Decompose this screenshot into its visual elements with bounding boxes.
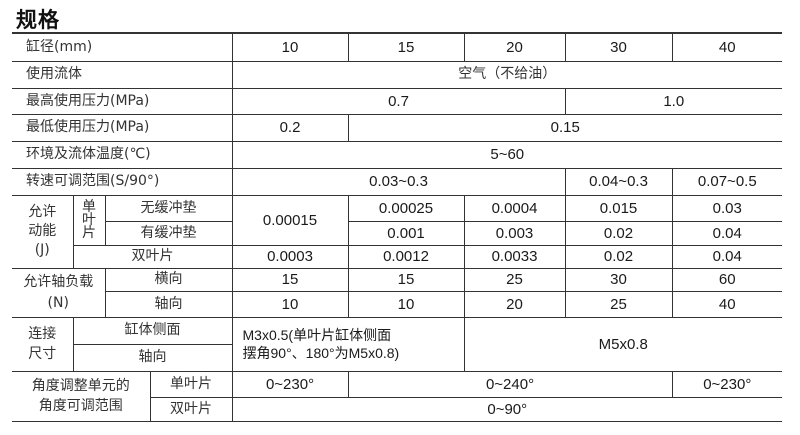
table-row: 双叶片 0.0003 0.0012 0.0033 0.02 0.04 (12, 244, 783, 269)
row-sublabel: 无缓冲垫 (104, 194, 233, 222)
row-label: 允许动能(J) (12, 194, 74, 269)
spec-table: 缸径(mm) 10 15 20 30 40 使用流体 空气（不给油） 最高使用压… (12, 32, 783, 422)
cell: 0.0003 (231, 244, 349, 269)
port-small-line2: 摆角90°、180°为M5x0.8) (242, 345, 400, 361)
cell: 0.04~0.3 (564, 167, 673, 196)
cell: 空气（不给油） (231, 60, 783, 89)
cell: 15 (347, 267, 465, 292)
cell: 0.003 (463, 220, 566, 246)
row-label: 环境及流体温度(℃) (12, 140, 233, 169)
cell: 30 (564, 267, 673, 292)
cell: M5x0.8 (463, 316, 783, 372)
cell: 25 (463, 267, 566, 292)
cell: 0~230° (671, 370, 783, 398)
cell: M3x0.5(单叶片缸体侧面 摆角90°、180°为M5x0.8) (231, 316, 465, 372)
row-label: 使用流体 (12, 60, 233, 89)
cell: 0.02 (564, 220, 673, 246)
row-label: 最高使用压力(MPa) (12, 87, 233, 115)
cell: 0.02 (564, 244, 673, 269)
cell: 0.04 (671, 244, 783, 269)
table-row: 最高使用压力(MPa) 0.7 1.0 (12, 87, 783, 115)
cell: 0.03 (671, 194, 783, 222)
cell: 0.0033 (463, 244, 566, 269)
table-row: 使用流体 空气（不给油） (12, 60, 783, 89)
table-row: 环境及流体温度(℃) 5~60 (12, 140, 783, 169)
cell: 0.7 (231, 87, 566, 115)
row-sublabel: 横向 (104, 267, 233, 292)
page-title: 规格 (16, 8, 60, 32)
cell: 0.015 (564, 194, 673, 222)
table-row: 转速可调范围(S/90°) 0.03~0.3 0.04~0.3 0.07~0.5 (12, 167, 783, 196)
cell: 0.2 (231, 113, 349, 142)
cell: 0.07~0.5 (671, 167, 783, 196)
cell: 0.001 (347, 220, 465, 246)
cell: 20 (463, 32, 566, 62)
table-row: 双叶片 0~90° (12, 396, 783, 422)
cell: 0~90° (231, 396, 783, 422)
cell: 15 (231, 267, 349, 292)
table-row: 缸径(mm) 10 15 20 30 40 (12, 32, 783, 62)
cell: 10 (347, 290, 465, 318)
table-row: 允许轴负载(N) 横向 15 15 25 30 60 (12, 267, 783, 318)
cell: 0.15 (347, 113, 783, 142)
row-label: 最低使用压力(MPa) (12, 113, 233, 142)
cell: 15 (347, 32, 465, 62)
cell: 0.04 (671, 220, 783, 246)
port-small-line1: M3x0.5(单叶片缸体侧面 (242, 327, 392, 343)
row-label: 允许轴负载(N) (12, 267, 106, 318)
table-row: 轴向 10 10 20 25 40 (12, 290, 783, 318)
cell: 10 (231, 32, 349, 62)
cell: 10 (231, 290, 349, 318)
row-sublabel: 单叶片 (72, 194, 106, 246)
cell: 0.00015 (231, 194, 349, 246)
row-label: 角度调整单元的 角度可调范围 (12, 370, 151, 422)
cell: 25 (564, 290, 673, 318)
row-sublabel: 轴向 (73, 343, 233, 372)
cell: 0~240° (347, 370, 673, 398)
row-sublabel: 有缓冲垫 (105, 220, 233, 246)
table-row: 连接尺寸 缸体侧面 M3x0.5(单叶片缸体侧面 摆角90°、180°为M5x0… (12, 316, 783, 372)
cell: 0.03~0.3 (231, 167, 566, 196)
angle-label-line1: 角度调整单元的 (31, 378, 130, 394)
row-label: 连接尺寸 (12, 316, 74, 372)
row-sublabel: 单叶片 (149, 370, 233, 398)
cell: 60 (671, 267, 783, 292)
row-sublabel: 轴向 (105, 290, 233, 318)
row-label: 缸径(mm) (12, 32, 233, 62)
angle-label-line2: 角度可调范围 (38, 398, 123, 414)
cell: 0~230° (231, 370, 349, 398)
cell: 1.0 (564, 87, 783, 115)
cell: 40 (671, 32, 783, 62)
row-label: 转速可调范围(S/90°) (12, 167, 233, 196)
row-sublabel: 双叶片 (73, 244, 233, 269)
table-row: 有缓冲垫 0.001 0.003 0.02 0.04 (12, 220, 783, 246)
row-sublabel: 缸体侧面 (72, 316, 233, 345)
cell: 5~60 (231, 140, 783, 169)
cell: 0.0012 (347, 244, 465, 269)
cell: 40 (671, 290, 783, 318)
table-row: 角度调整单元的 角度可调范围 单叶片 0~230° 0~240° 0~230° (12, 370, 783, 422)
table-row: 最低使用压力(MPa) 0.2 0.15 (12, 113, 783, 142)
cell: 0.0004 (463, 194, 566, 222)
row-sublabel: 双叶片 (150, 396, 233, 422)
cell: 20 (463, 290, 566, 318)
cell: 0.00025 (347, 194, 465, 222)
cell: 30 (564, 32, 673, 62)
table-row: 轴向 (12, 343, 782, 372)
table-row: 允许动能(J) 单叶片 无缓冲垫 0.00015 0.00025 0.0004 … (12, 194, 783, 269)
